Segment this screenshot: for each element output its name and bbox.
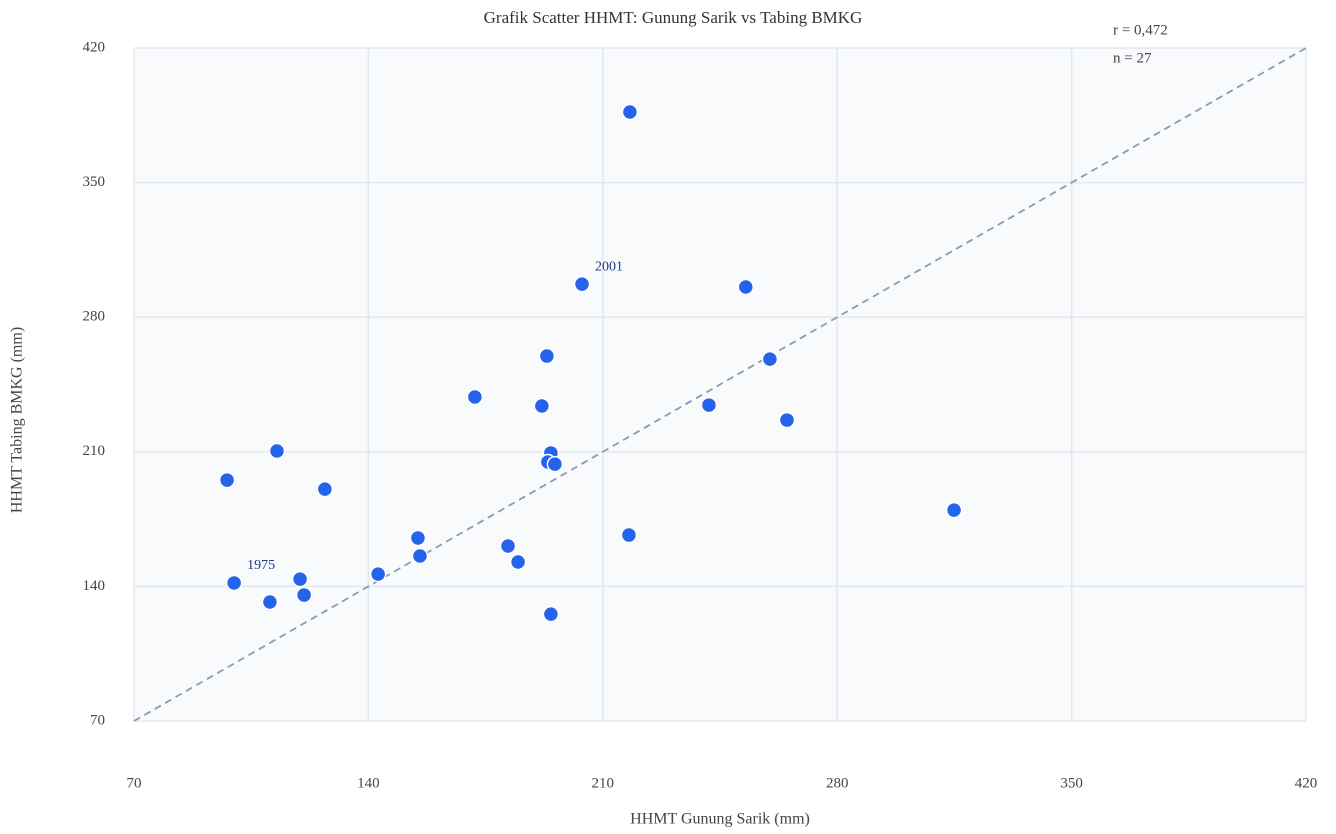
point (295, 586, 313, 604)
point-label: 1975 (247, 558, 275, 573)
point (546, 455, 564, 473)
point (268, 442, 286, 460)
x-tick-label: 210 (592, 775, 615, 791)
chart-title: Grafik Scatter HHMT: Gunung Sarik vs Tab… (484, 8, 863, 27)
reference-line (133, 47, 1307, 722)
point (700, 396, 718, 414)
point (316, 480, 334, 498)
point (509, 553, 527, 571)
y-tick-label: 140 (83, 578, 106, 594)
point-label: 2001 (595, 259, 623, 274)
point (737, 278, 755, 296)
point (573, 275, 591, 293)
x-axis-label: HHMT Gunung Sarik (mm) (630, 811, 810, 828)
point (409, 529, 427, 547)
point (621, 103, 639, 121)
annotation: n = 27 (1113, 50, 1152, 66)
point (369, 565, 387, 583)
point (945, 501, 963, 519)
x-tick-label: 280 (826, 775, 849, 791)
point (291, 570, 309, 588)
point (411, 547, 429, 565)
y-tick-label: 280 (83, 309, 106, 325)
y-axis-label: HHMT Tabing BMKG (mm) (9, 327, 26, 513)
x-tick-label: 350 (1060, 775, 1083, 791)
y-tick-label: 210 (83, 443, 106, 459)
point (261, 593, 279, 611)
point (761, 350, 779, 368)
point (533, 397, 551, 415)
annotation: r = 0,472 (1113, 22, 1168, 38)
point (225, 574, 243, 592)
point (538, 347, 556, 365)
point (620, 526, 638, 544)
x-tick-label: 70 (127, 775, 142, 791)
y-tick-label: 420 (83, 39, 106, 55)
point (466, 388, 484, 406)
x-tick-label: 420 (1295, 775, 1318, 791)
point (499, 537, 517, 555)
y-tick-label: 350 (83, 174, 106, 190)
point (542, 605, 560, 623)
x-tick-label: 140 (357, 775, 380, 791)
point (218, 471, 236, 489)
y-tick-label: 70 (90, 712, 105, 728)
point (778, 411, 796, 429)
